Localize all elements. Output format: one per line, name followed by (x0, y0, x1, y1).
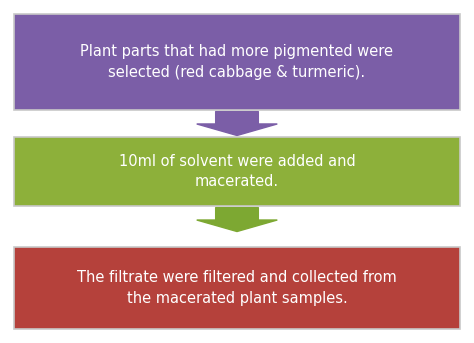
Polygon shape (197, 208, 277, 232)
Text: The filtrate were filtered and collected from
the macerated plant samples.: The filtrate were filtered and collected… (77, 270, 397, 306)
FancyBboxPatch shape (14, 14, 460, 110)
FancyBboxPatch shape (14, 247, 460, 329)
FancyBboxPatch shape (14, 137, 460, 206)
Text: 10ml of solvent were added and
macerated.: 10ml of solvent were added and macerated… (118, 154, 356, 189)
Text: Plant parts that had more pigmented were
selected (red cabbage & turmeric).: Plant parts that had more pigmented were… (81, 44, 393, 80)
Polygon shape (197, 111, 277, 135)
